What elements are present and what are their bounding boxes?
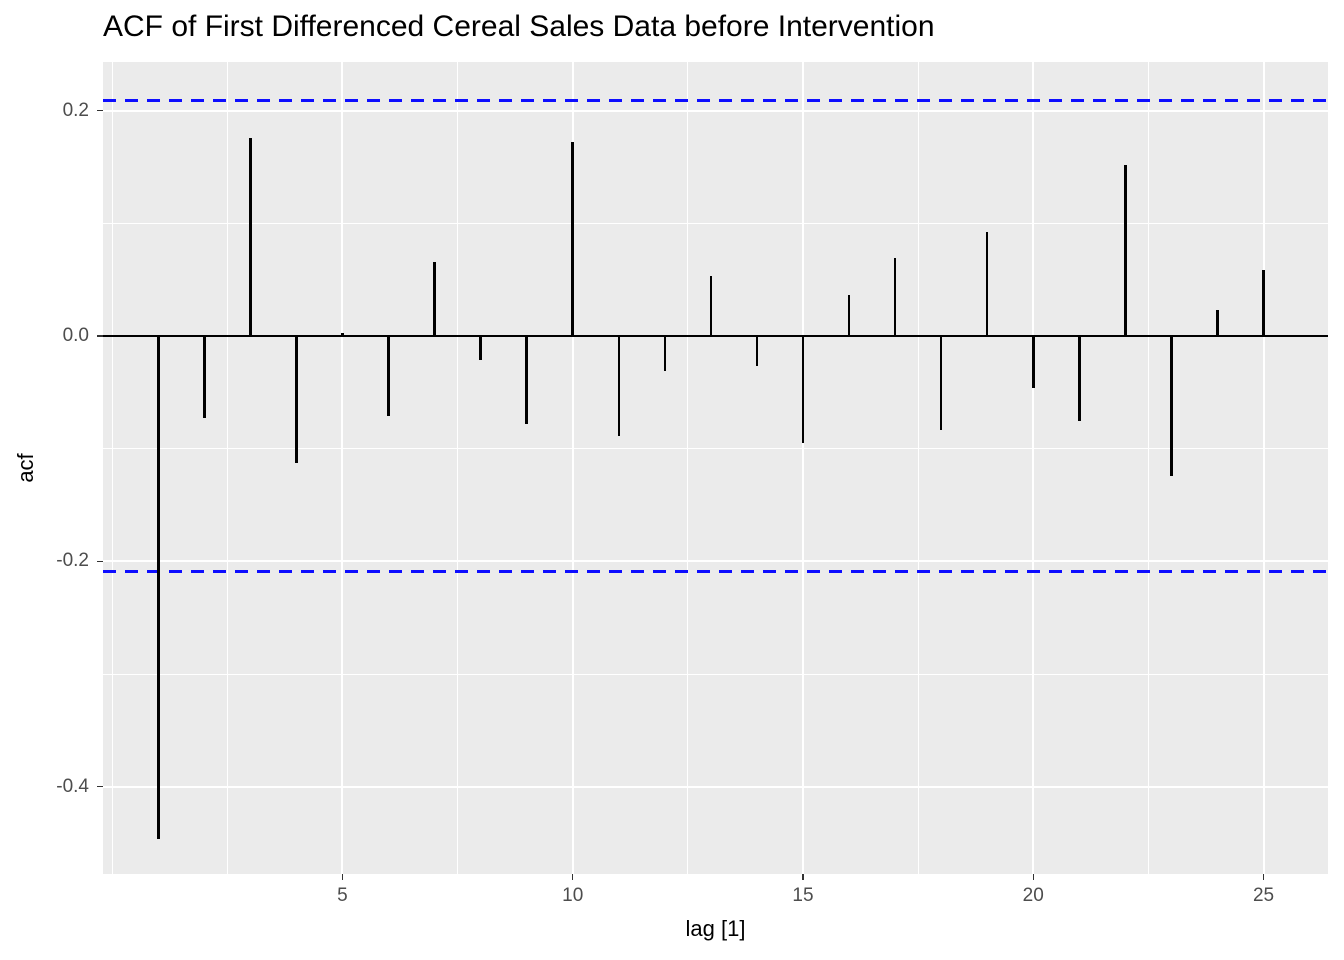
y-tick-mark xyxy=(97,785,103,788)
y-tick-label: -0.2 xyxy=(56,550,89,572)
acf-spike-lag-10 xyxy=(571,142,574,336)
acf-spike-lag-4 xyxy=(295,336,298,464)
x-tick-mark xyxy=(1032,874,1034,880)
acf-spike-lag-23 xyxy=(1170,336,1173,476)
x-tick-mark xyxy=(802,874,804,880)
x-tick-label: 10 xyxy=(562,885,584,906)
acf-spike-lag-14 xyxy=(755,336,759,367)
x-tick-label: 15 xyxy=(792,885,814,906)
acf-spike-lag-11 xyxy=(617,336,621,437)
gridline-x-minor xyxy=(917,62,919,874)
gridline-x-major xyxy=(571,62,574,874)
x-axis-title: lag [1] xyxy=(685,916,746,941)
acf-spike-lag-17 xyxy=(893,258,897,336)
x-tick-label: 5 xyxy=(337,885,348,906)
acf-spike-lag-2 xyxy=(203,336,206,419)
gridline-x-major xyxy=(802,62,804,874)
acf-spike-lag-16 xyxy=(847,295,851,336)
gridline-x-minor xyxy=(226,62,228,874)
y-tick-label: 0.0 xyxy=(62,325,89,346)
x-tick-mark xyxy=(1262,874,1265,880)
acf-spike-lag-18 xyxy=(939,336,943,430)
acf-spike-lag-15 xyxy=(801,336,805,444)
gridline-y-minor xyxy=(103,673,1328,675)
acf-spike-lag-20 xyxy=(1032,336,1035,388)
gridline-x-major xyxy=(1262,62,1265,874)
gridline-x-minor xyxy=(687,62,689,874)
x-tick-label: 20 xyxy=(1022,885,1044,906)
conf-upper-line xyxy=(103,99,1328,102)
y-axis-title: acf xyxy=(13,453,38,483)
zero-line xyxy=(103,334,1328,338)
gridline-y-major xyxy=(103,109,1328,112)
acf-spike-lag-22 xyxy=(1124,164,1127,336)
acf-spike-lag-25 xyxy=(1262,269,1265,336)
x-tick-mark xyxy=(341,874,344,880)
plot-panel xyxy=(103,62,1328,874)
acf-spike-lag-19 xyxy=(985,232,989,336)
gridline-y-minor xyxy=(103,448,1328,450)
acf-spike-lag-1 xyxy=(157,336,160,839)
y-tick-mark xyxy=(97,335,103,337)
conf-lower-line xyxy=(103,570,1328,573)
gridline-x-minor xyxy=(111,62,113,874)
acf-spike-lag-6 xyxy=(387,336,390,416)
acf-spike-lag-5 xyxy=(341,332,344,336)
y-tick-label: 0.2 xyxy=(62,99,89,121)
acf-spike-lag-9 xyxy=(525,336,528,424)
acf-spike-lag-8 xyxy=(479,336,482,360)
gridline-y-major xyxy=(103,785,1328,788)
acf-spike-lag-3 xyxy=(249,137,252,336)
gridline-x-minor xyxy=(1147,62,1149,874)
gridline-y-minor xyxy=(103,222,1328,224)
acf-spike-lag-24 xyxy=(1216,310,1219,336)
acf-spike-lag-7 xyxy=(433,261,436,336)
chart-title: ACF of First Differenced Cereal Sales Da… xyxy=(103,10,935,43)
acf-spike-lag-12 xyxy=(663,336,667,371)
gridline-x-major xyxy=(1032,62,1035,874)
x-tick-label: 25 xyxy=(1252,885,1275,906)
y-tick-label: -0.4 xyxy=(56,775,89,797)
acf-spike-lag-21 xyxy=(1078,336,1081,421)
gridline-y-major xyxy=(103,560,1328,563)
acf-spike-lag-13 xyxy=(709,276,713,336)
x-tick-mark xyxy=(571,874,574,880)
y-tick-mark xyxy=(97,560,103,563)
y-tick-mark xyxy=(97,109,103,112)
gridline-x-major xyxy=(341,62,344,874)
gridline-x-minor xyxy=(457,62,459,874)
